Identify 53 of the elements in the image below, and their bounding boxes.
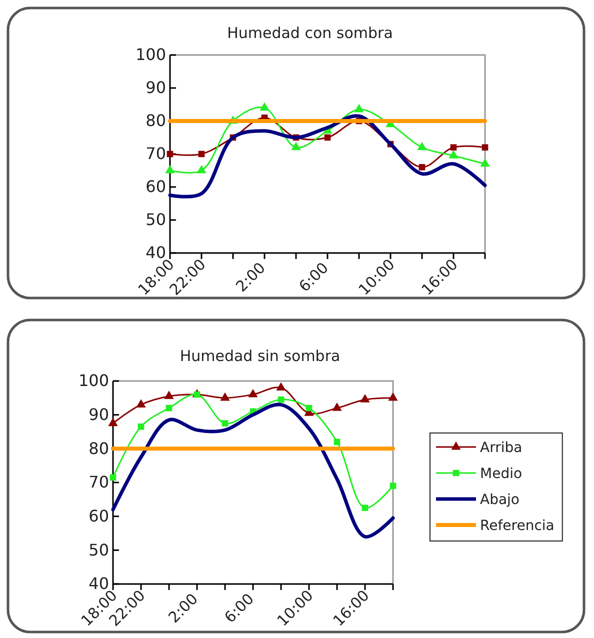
y-tick-label: 100: [78, 371, 109, 390]
point: [417, 142, 427, 150]
point: [220, 392, 230, 401]
point: [166, 150, 174, 158]
y-tick-label: 100: [135, 45, 166, 64]
y-tick-label: 70: [88, 472, 109, 492]
legend-label: Referencia: [480, 518, 554, 534]
point: [332, 402, 342, 411]
point: [222, 420, 228, 426]
point: [390, 482, 396, 490]
point: [334, 438, 340, 446]
legend-label: Arriba: [480, 440, 522, 456]
y-tick-label: 50: [88, 540, 109, 560]
point: [278, 396, 284, 403]
point: [194, 391, 200, 398]
point: [324, 134, 331, 141]
line-series: [168, 114, 487, 198]
y-tick-label: 50: [146, 210, 166, 230]
point: [291, 142, 301, 150]
point: [450, 144, 457, 151]
y-tick-label: 70: [146, 144, 166, 164]
point: [360, 394, 370, 402]
y-tick-label: 80: [88, 438, 109, 458]
legend-label: Abajo: [480, 492, 520, 508]
point: [248, 388, 258, 398]
legend-label: Medio: [480, 466, 522, 482]
point: [388, 392, 398, 401]
point: [108, 418, 118, 426]
point: [136, 399, 146, 408]
point: [418, 164, 426, 170]
point: [196, 164, 206, 174]
y-tick-label: 60: [88, 506, 109, 526]
point: [362, 504, 368, 512]
y-tick-label: 90: [146, 78, 166, 98]
chart-title: Humedad con sombra: [227, 24, 393, 42]
point: [448, 150, 458, 158]
y-tick-label: 90: [88, 404, 109, 424]
point: [110, 474, 116, 481]
point: [480, 158, 490, 167]
point: [354, 104, 364, 112]
y-tick-label: 60: [146, 177, 166, 196]
point: [164, 390, 174, 399]
point: [138, 424, 144, 430]
point: [276, 382, 286, 391]
chart-title: Humedad sin sombra: [180, 347, 340, 365]
point: [165, 164, 175, 174]
point: [306, 404, 312, 412]
point: [482, 144, 488, 151]
point: [260, 102, 270, 111]
line-series: [111, 402, 395, 538]
point: [166, 404, 172, 412]
y-tick-label: 80: [146, 111, 166, 130]
point: [198, 150, 205, 158]
